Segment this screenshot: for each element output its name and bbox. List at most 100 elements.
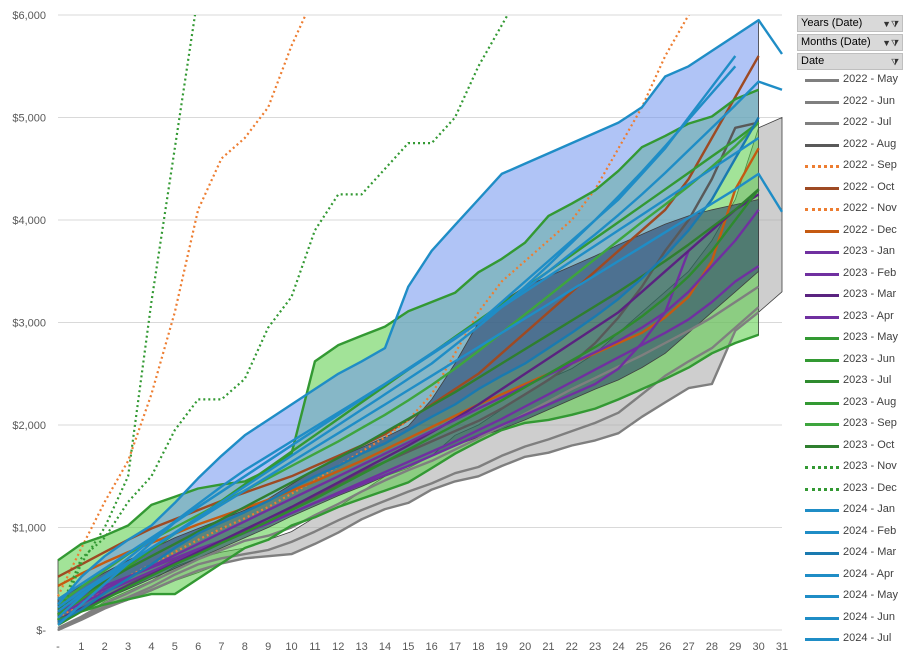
legend-label: 2024 - Apr — [843, 567, 894, 580]
legend-item[interactable]: 2022 - Jun — [805, 92, 911, 112]
x-tick-label: 10 — [285, 641, 297, 653]
legend-swatch — [805, 487, 839, 491]
legend-swatch — [805, 315, 839, 319]
x-tick-label: 11 — [309, 641, 320, 653]
legend-label: 2024 - Jan — [843, 503, 895, 515]
x-tick-label: 16 — [426, 641, 438, 653]
series-line — [57, 188, 760, 626]
legend-label: 2023 - Jun — [843, 352, 895, 365]
legend-swatch — [805, 272, 839, 276]
legend-swatch — [805, 337, 839, 340]
legend-item[interactable]: 2022 - Dec — [805, 221, 911, 241]
legend-item[interactable]: 2022 - Nov — [805, 199, 911, 219]
legend-label: 2022 - Nov — [843, 202, 897, 214]
x-tick-label: 12 — [332, 641, 344, 653]
legend-item[interactable]: 2024 - Jul — [805, 629, 911, 649]
legend-swatch — [805, 466, 839, 469]
legend-label: 2023 - Apr — [843, 309, 894, 322]
x-tick-label: 25 — [636, 641, 648, 653]
legend-label: 2023 - Aug — [843, 395, 897, 408]
legend-swatch — [805, 444, 839, 448]
x-tick-label: 6 — [195, 641, 201, 653]
series-line — [57, 121, 760, 606]
series-line — [57, 116, 760, 623]
legend-label: 2023 - Jan — [843, 245, 895, 257]
legend-item[interactable]: 2022 - Aug — [805, 135, 911, 155]
legend-item[interactable]: 2024 - Jun — [805, 608, 911, 628]
legend-item[interactable]: 2024 - Jan — [805, 500, 911, 520]
legend-label: 2024 - Mar — [843, 546, 897, 558]
legend-swatch — [805, 401, 839, 405]
x-tick-label: 26 — [659, 641, 671, 653]
slicer-date[interactable]: Date ⧩ — [797, 53, 903, 70]
legend-label: 2023 - May — [843, 331, 899, 343]
filter-dropdown-icon[interactable]: ▼⧩ — [882, 19, 899, 29]
filter-icon[interactable]: ⧩ — [890, 57, 899, 67]
x-tick-label: 19 — [496, 641, 508, 653]
series-line — [57, 265, 760, 609]
filter-dropdown-icon[interactable]: ▼⧩ — [882, 38, 899, 48]
x-tick-label: 14 — [379, 641, 391, 653]
slicer-months-label: Months (Date) — [801, 36, 871, 48]
legend-swatch — [805, 573, 839, 577]
y-tick-label: $3,000 — [12, 318, 46, 330]
x-tick-label: 22 — [566, 641, 578, 653]
legend-item[interactable]: 2023 - Feb — [805, 264, 911, 284]
legend-label: 2022 - Jul — [843, 116, 892, 128]
legend-label: 2024 - Jul — [843, 632, 892, 644]
legend-item[interactable]: 2023 - Nov — [805, 457, 911, 477]
legend-item[interactable]: 2024 - Mar — [805, 543, 911, 563]
legend-item[interactable]: 2023 - Dec — [805, 479, 911, 499]
legend-label: 2023 - Nov — [843, 460, 897, 472]
series-line — [57, 172, 784, 609]
legend-item[interactable]: 2024 - Apr — [805, 565, 911, 585]
legend-swatch — [805, 509, 839, 512]
legend-item[interactable]: 2023 - Oct — [805, 436, 911, 456]
legend-item[interactable]: 2023 - Sep — [805, 414, 911, 434]
legend-label: 2024 - Feb — [843, 524, 897, 537]
x-tick-label: 5 — [172, 641, 178, 653]
legend-item[interactable]: 2023 - Jan — [805, 242, 911, 262]
x-tick-label: 8 — [242, 641, 248, 653]
legend-swatch — [805, 251, 839, 254]
legend-label: 2023 - Mar — [843, 288, 897, 300]
series-line — [57, 15, 690, 619]
legend-item[interactable]: 2023 - Mar — [805, 285, 911, 305]
slicer-years[interactable]: Years (Date) ▼⧩ — [797, 15, 903, 32]
series-line — [57, 311, 760, 632]
y-tick-label: $- — [36, 625, 46, 637]
x-tick-label: 28 — [706, 641, 718, 653]
x-tick-label: 23 — [589, 641, 601, 653]
x-tick-label: 7 — [218, 641, 224, 653]
x-tick-label: 4 — [148, 641, 154, 653]
legend-label: 2022 - Dec — [843, 223, 897, 236]
series-line — [57, 333, 759, 621]
legend-item[interactable]: 2023 - Aug — [805, 393, 911, 413]
legend-item[interactable]: 2023 - May — [805, 328, 911, 348]
y-tick-label: $4,000 — [12, 215, 46, 227]
y-tick-label: $1,000 — [12, 523, 46, 535]
legend-label: 2022 - Oct — [843, 180, 895, 193]
legend-item[interactable]: 2022 - Jul — [805, 113, 911, 133]
series-line — [56, 15, 197, 621]
legend-item[interactable]: 2022 - May — [805, 70, 911, 90]
series-line — [57, 285, 760, 630]
legend-item[interactable]: 2023 - Apr — [805, 307, 911, 327]
legend-item[interactable]: 2022 - Sep — [805, 156, 911, 176]
legend-label: 2023 - Feb — [843, 266, 897, 279]
legend-label: 2023 - Dec — [843, 481, 897, 494]
legend-item[interactable]: 2023 - Jun — [805, 350, 911, 370]
legend-item[interactable]: 2022 - Oct — [805, 178, 911, 198]
legend-swatch — [805, 380, 839, 383]
legend-item[interactable]: 2024 - May — [805, 586, 911, 606]
legend-swatch — [805, 165, 839, 168]
legend-item[interactable]: 2024 - Feb — [805, 522, 911, 542]
x-tick-label: 15 — [402, 641, 414, 653]
series-line — [57, 188, 760, 611]
legend-item[interactable]: 2023 - Jul — [805, 371, 911, 391]
slicer-date-label: Date — [801, 55, 825, 67]
legend-label: 2023 - Sep — [843, 417, 897, 429]
slicer-months[interactable]: Months (Date) ▼⧩ — [797, 34, 903, 51]
legend-label: 2024 - May — [843, 589, 899, 601]
